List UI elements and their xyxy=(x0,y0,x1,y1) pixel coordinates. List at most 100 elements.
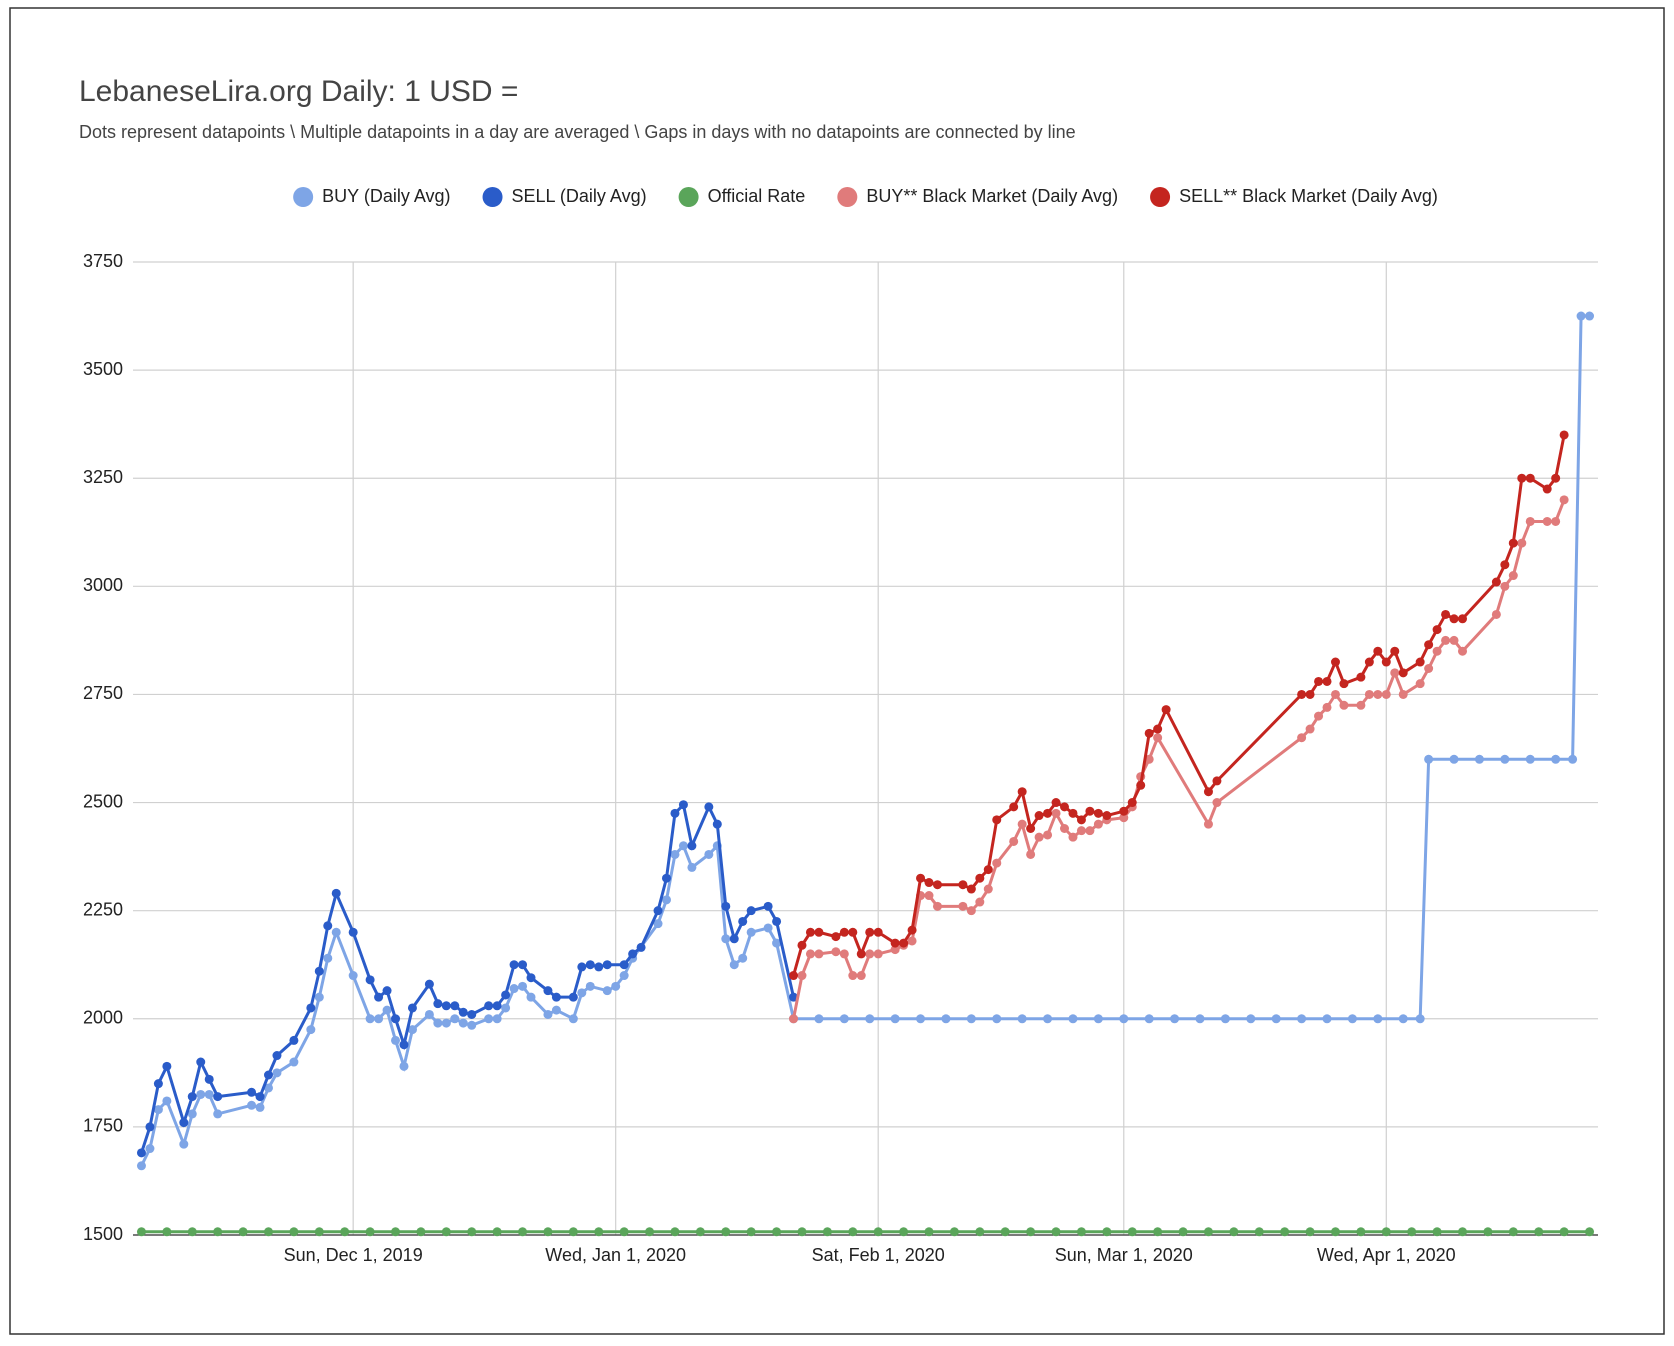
data-point xyxy=(1449,635,1459,645)
legend-label: SELL** Black Market (Daily Avg) xyxy=(1179,186,1438,206)
data-point xyxy=(814,927,824,937)
data-point xyxy=(153,1079,163,1089)
legend-swatch xyxy=(293,187,314,207)
data-point xyxy=(382,1005,392,1015)
data-point xyxy=(983,865,993,875)
data-point xyxy=(839,927,849,937)
data-point xyxy=(1415,679,1425,689)
legend-swatch xyxy=(482,187,503,207)
data-point xyxy=(433,999,443,1009)
data-point xyxy=(1390,668,1400,678)
data-point xyxy=(1517,473,1527,483)
data-point xyxy=(518,960,528,970)
data-point xyxy=(1034,811,1044,821)
data-point xyxy=(738,916,748,926)
data-point xyxy=(1068,832,1078,842)
data-point xyxy=(1119,1014,1129,1024)
data-point xyxy=(272,1068,282,1078)
data-point xyxy=(501,990,511,1000)
data-point xyxy=(1322,676,1332,686)
data-point xyxy=(1500,754,1510,764)
data-point xyxy=(1314,711,1324,721)
data-point xyxy=(1144,1014,1154,1024)
data-point xyxy=(1093,1014,1103,1024)
data-point xyxy=(1068,1014,1078,1024)
data-point xyxy=(289,1035,299,1045)
data-point xyxy=(509,984,519,994)
data-point xyxy=(1144,754,1154,764)
data-point xyxy=(594,1227,604,1237)
data-point xyxy=(1449,614,1459,624)
data-point xyxy=(1483,1227,1493,1237)
data-point xyxy=(263,1070,273,1080)
data-point xyxy=(814,949,824,959)
data-point xyxy=(213,1227,223,1237)
data-point xyxy=(848,1227,858,1237)
data-point xyxy=(1043,1014,1053,1024)
data-point xyxy=(492,1001,502,1011)
data-point xyxy=(1474,754,1484,764)
data-point xyxy=(348,927,358,937)
data-point xyxy=(1153,1227,1163,1237)
data-point xyxy=(932,901,942,911)
data-point xyxy=(1356,700,1366,710)
data-point xyxy=(678,800,688,810)
data-point xyxy=(805,949,815,959)
legend-swatch xyxy=(1150,187,1171,207)
data-point xyxy=(831,932,841,942)
data-point xyxy=(1424,663,1434,673)
data-point xyxy=(1254,1227,1264,1237)
data-point xyxy=(187,1227,197,1237)
data-point xyxy=(1508,571,1518,581)
data-point xyxy=(678,841,688,851)
data-point xyxy=(1585,1227,1595,1237)
data-point xyxy=(1170,1014,1180,1024)
data-point xyxy=(568,992,578,1002)
data-point xyxy=(763,923,773,933)
data-point xyxy=(1330,689,1340,699)
data-point xyxy=(543,986,553,996)
data-point xyxy=(1559,430,1569,440)
data-point xyxy=(1102,1227,1112,1237)
data-point xyxy=(1534,1227,1544,1237)
data-point xyxy=(1585,311,1595,321)
data-point xyxy=(136,1148,146,1158)
data-point xyxy=(331,927,341,937)
data-point xyxy=(433,1018,443,1028)
data-point xyxy=(772,938,782,948)
y-tick-label: 3250 xyxy=(83,467,123,487)
data-point xyxy=(1203,787,1213,797)
data-point xyxy=(594,962,604,972)
data-point xyxy=(289,1227,299,1237)
data-point xyxy=(932,880,942,890)
data-point xyxy=(746,927,756,937)
data-point xyxy=(1280,1227,1290,1237)
data-point xyxy=(1305,1227,1315,1237)
data-point xyxy=(628,949,638,959)
data-point xyxy=(1297,689,1307,699)
data-point xyxy=(1119,813,1129,823)
data-point xyxy=(746,1227,756,1237)
data-point xyxy=(441,1018,451,1028)
data-point xyxy=(1500,581,1510,591)
data-point xyxy=(204,1074,214,1084)
data-point xyxy=(916,1014,926,1024)
data-point xyxy=(1314,676,1324,686)
data-point xyxy=(1424,754,1434,764)
data-point xyxy=(1026,849,1036,859)
legend-swatch xyxy=(678,187,699,207)
data-point xyxy=(1009,802,1019,812)
data-point xyxy=(323,921,333,931)
data-point xyxy=(619,960,629,970)
data-point xyxy=(1441,635,1451,645)
data-point xyxy=(323,953,333,963)
data-point xyxy=(1508,538,1518,548)
data-point xyxy=(1559,495,1569,505)
data-point xyxy=(1322,702,1332,712)
y-tick-label: 3750 xyxy=(83,251,123,271)
data-point xyxy=(1551,754,1561,764)
data-point xyxy=(1330,1227,1340,1237)
data-point xyxy=(543,1227,553,1237)
data-point xyxy=(247,1100,257,1110)
